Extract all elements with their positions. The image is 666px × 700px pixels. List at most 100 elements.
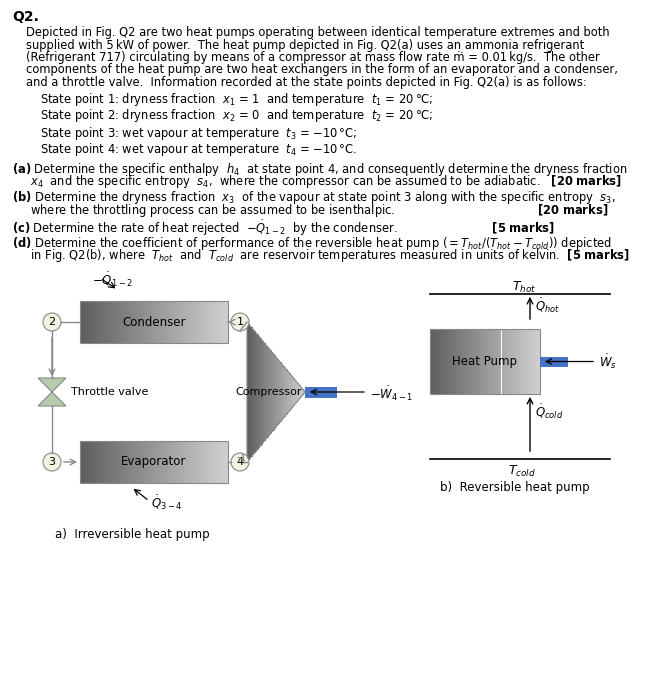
Text: and a throttle valve.  Information recorded at the state points depicted in Fig.: and a throttle valve. Information record… [26, 76, 587, 89]
Bar [112, 301, 115, 343]
Text: $\dot{Q}_{hot}$: $\dot{Q}_{hot}$ [535, 297, 560, 315]
Bar [220, 301, 223, 343]
Bar [168, 441, 171, 483]
Bar [262, 340, 263, 444]
Text: $\dot{Q}_{cold}$: $\dot{Q}_{cold}$ [535, 402, 563, 421]
Bar [439, 329, 441, 394]
Bar [253, 329, 254, 455]
Bar [269, 349, 270, 435]
Bar [83, 301, 85, 343]
Bar [171, 301, 174, 343]
Bar [184, 441, 186, 483]
Bar [509, 329, 511, 394]
Bar [264, 343, 266, 441]
Bar [105, 301, 107, 343]
Bar [480, 329, 482, 394]
Bar [538, 329, 540, 394]
Bar [288, 371, 289, 413]
Bar [513, 329, 514, 394]
Bar [188, 441, 191, 483]
Text: Q2.: Q2. [12, 10, 39, 24]
Bar [434, 329, 436, 394]
Bar [531, 329, 533, 394]
Bar [208, 301, 210, 343]
Bar [181, 301, 184, 343]
Bar [85, 301, 87, 343]
Bar [290, 374, 292, 409]
Bar [80, 441, 83, 483]
Bar [223, 441, 226, 483]
Bar [125, 301, 127, 343]
Bar [115, 301, 117, 343]
Bar [87, 301, 90, 343]
Bar [472, 329, 474, 394]
Bar [129, 441, 132, 483]
Bar [247, 322, 248, 462]
Bar [161, 441, 164, 483]
Text: Compressor: Compressor [236, 387, 302, 397]
Bar [95, 301, 97, 343]
Bar [251, 328, 253, 457]
Bar [487, 329, 489, 394]
Bar [198, 301, 201, 343]
Bar [117, 441, 119, 483]
Bar [171, 441, 174, 483]
Bar [152, 441, 154, 483]
Bar [446, 329, 448, 394]
Bar [483, 329, 485, 394]
Bar [260, 338, 262, 447]
Bar [274, 356, 276, 428]
Bar [181, 441, 184, 483]
Polygon shape [38, 378, 66, 392]
Bar [467, 329, 468, 394]
Bar [159, 441, 161, 483]
Text: Throttle valve: Throttle valve [71, 387, 149, 397]
Bar [112, 441, 115, 483]
Text: State point 3: wet vapour at temperature  $t_3$ = −10 °C;: State point 3: wet vapour at temperature… [40, 125, 357, 141]
Bar [154, 301, 157, 343]
Polygon shape [38, 392, 66, 406]
Bar [206, 301, 208, 343]
Bar [213, 441, 216, 483]
Bar [266, 345, 267, 440]
Bar [452, 329, 454, 394]
Bar [147, 441, 149, 483]
Bar [196, 441, 198, 483]
Bar [536, 329, 538, 394]
Bar [489, 329, 490, 394]
Bar [154, 441, 157, 483]
Bar [142, 441, 144, 483]
Bar [216, 441, 218, 483]
Bar [203, 441, 206, 483]
Bar [132, 441, 135, 483]
Bar [533, 329, 535, 394]
Text: where the throttling process can be assumed to be isenthalpic.                  : where the throttling process can be assu… [12, 202, 608, 219]
Text: a)  Irreversible heat pump: a) Irreversible heat pump [55, 528, 210, 541]
Text: 2: 2 [49, 317, 55, 327]
Bar [186, 441, 188, 483]
Bar [115, 441, 117, 483]
Bar [166, 441, 168, 483]
Text: Heat Pump: Heat Pump [452, 355, 517, 368]
Bar [226, 441, 228, 483]
Bar [95, 441, 97, 483]
Text: 4: 4 [236, 457, 244, 467]
Bar [218, 301, 220, 343]
Bar [97, 301, 100, 343]
Bar [273, 354, 274, 430]
Bar [201, 301, 203, 343]
Bar [201, 441, 203, 483]
Bar [525, 329, 527, 394]
Bar [176, 441, 178, 483]
Bar [196, 301, 198, 343]
Bar [454, 329, 456, 394]
Bar [110, 301, 112, 343]
Bar [286, 370, 288, 414]
Bar [102, 441, 105, 483]
Bar [85, 441, 87, 483]
Bar [139, 301, 142, 343]
Bar [272, 351, 273, 432]
Bar [186, 301, 188, 343]
Bar [282, 364, 283, 420]
Text: 3: 3 [49, 457, 55, 467]
